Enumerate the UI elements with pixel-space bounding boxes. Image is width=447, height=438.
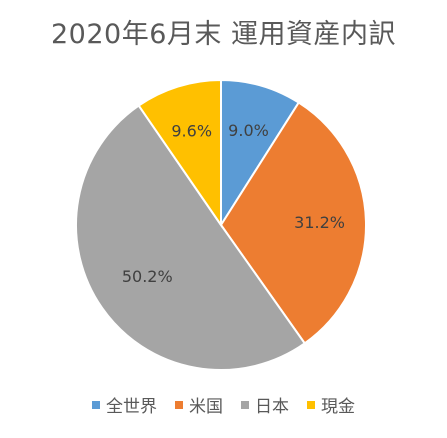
pie-slice-4: [137, 78, 222, 229]
legend-swatch-3: [241, 400, 249, 409]
legend-entry-4: 現金: [307, 392, 355, 417]
data-label-2: 31.2%: [294, 213, 345, 232]
legend-entry-3: 日本: [241, 392, 289, 417]
data-label-4: 9.6%: [171, 121, 212, 140]
legend-swatch-4: [307, 400, 315, 409]
legend-entry-1: 全世界: [92, 392, 157, 417]
pie-slice-2: [219, 101, 367, 345]
pie-slice-3: [74, 104, 307, 372]
chart-title: 2020年6月末 運用資産内訳: [51, 19, 396, 50]
data-label-1: 9.0%: [228, 121, 269, 140]
legend-label-4: 現金: [321, 397, 355, 417]
legend-label-1: 全世界: [106, 397, 157, 417]
legend-label-3: 日本: [255, 397, 289, 417]
legend-entry-2: 米国: [175, 392, 223, 417]
legend: 全世界 米国 日本 現金: [0, 392, 447, 417]
data-label-3: 50.2%: [122, 267, 173, 286]
legend-swatch-2: [175, 400, 183, 409]
pie-slice-1: [220, 78, 301, 229]
legend-label-2: 米国: [189, 397, 223, 417]
legend-swatch-1: [92, 400, 100, 409]
